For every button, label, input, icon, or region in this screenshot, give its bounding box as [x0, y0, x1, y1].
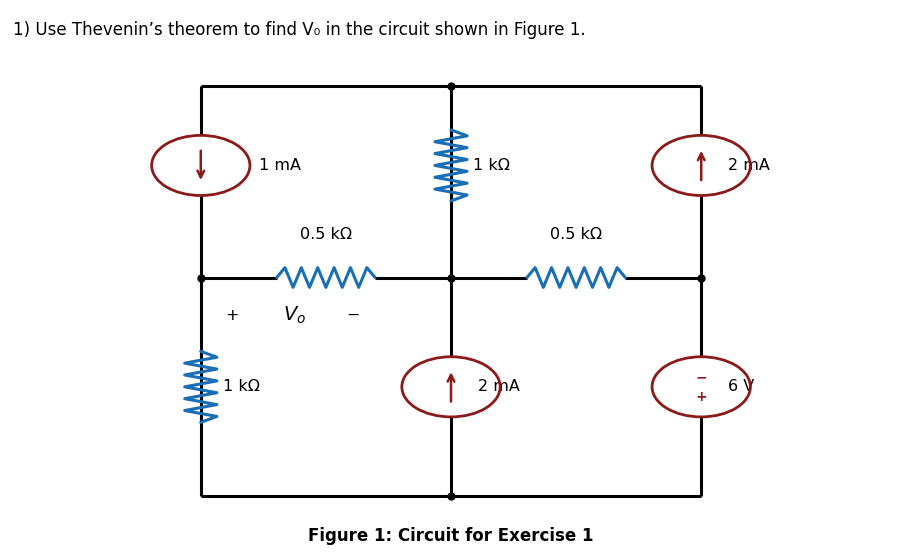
Text: Figure 1: Circuit for Exercise 1: Figure 1: Circuit for Exercise 1: [308, 527, 594, 546]
Text: 2 mA: 2 mA: [478, 379, 520, 395]
Text: 1) Use Thevenin’s theorem to find V₀ in the circuit shown in Figure 1.: 1) Use Thevenin’s theorem to find V₀ in …: [14, 21, 585, 38]
Text: 1 kΩ: 1 kΩ: [474, 158, 511, 173]
Text: 0.5 kΩ: 0.5 kΩ: [550, 227, 603, 242]
Text: −: −: [346, 308, 359, 323]
Text: 2 mA: 2 mA: [728, 158, 770, 173]
Text: 1 kΩ: 1 kΩ: [223, 379, 260, 395]
Text: 0.5 kΩ: 0.5 kΩ: [299, 227, 352, 242]
Text: $V_o$: $V_o$: [283, 305, 306, 326]
Text: 1 mA: 1 mA: [259, 158, 301, 173]
Text: −: −: [695, 370, 707, 384]
Text: +: +: [695, 390, 707, 403]
Text: +: +: [226, 308, 239, 323]
Text: 6 V: 6 V: [728, 379, 754, 395]
